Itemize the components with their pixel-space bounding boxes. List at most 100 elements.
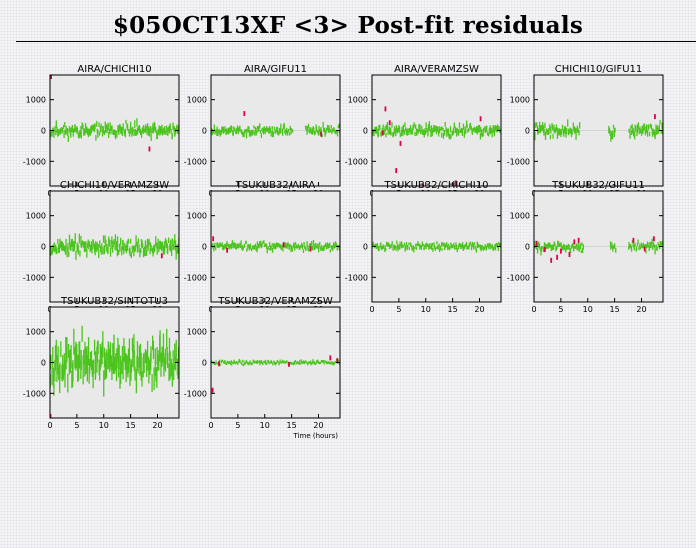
good-point (468, 242, 471, 247)
good-point (173, 240, 175, 250)
good-point (239, 125, 241, 130)
good-point (432, 127, 434, 134)
good-point (321, 133, 323, 138)
good-point (305, 360, 307, 363)
good-point (139, 249, 141, 258)
good-point (629, 244, 631, 249)
good-point (70, 345, 72, 369)
good-point (234, 360, 236, 364)
good-point (265, 128, 267, 133)
good-point (219, 363, 222, 366)
good-point (154, 348, 156, 377)
good-point (538, 241, 540, 248)
good-point (568, 129, 570, 135)
good-point (334, 361, 336, 364)
good-point (456, 131, 458, 137)
good-point (231, 242, 233, 249)
good-point (51, 130, 53, 137)
good-point (433, 242, 435, 247)
good-point (266, 247, 268, 254)
good-point (467, 128, 469, 133)
good-point (244, 362, 246, 366)
good-point (541, 246, 543, 252)
good-point (140, 130, 143, 138)
good-point (104, 360, 107, 380)
good-point (287, 130, 289, 136)
good-point (297, 243, 300, 247)
good-point (60, 128, 62, 135)
good-point (161, 241, 164, 249)
good-point (63, 129, 65, 139)
good-point (233, 359, 235, 362)
good-point (464, 243, 467, 248)
good-point (159, 330, 161, 360)
good-point (658, 243, 660, 248)
good-point (648, 245, 650, 252)
good-point (659, 241, 661, 247)
good-point (238, 360, 240, 363)
good-point (109, 342, 112, 367)
good-point (383, 129, 385, 135)
good-point (424, 243, 427, 247)
good-point (315, 245, 318, 249)
good-point (259, 363, 261, 366)
good-point (84, 341, 86, 363)
good-point (146, 126, 148, 135)
good-point (112, 346, 115, 375)
good-point (573, 246, 575, 252)
good-point (113, 238, 115, 245)
good-point (387, 128, 389, 135)
good-point (295, 362, 298, 365)
good-point (275, 362, 278, 365)
good-point (425, 244, 427, 249)
y-tick-label: 0 (202, 127, 207, 136)
good-point (133, 129, 135, 136)
good-point (252, 129, 254, 135)
good-point (303, 361, 305, 364)
good-point (549, 244, 551, 248)
good-point (423, 245, 426, 250)
good-point (639, 246, 641, 250)
good-point (65, 238, 67, 249)
good-point (297, 245, 299, 248)
good-point (393, 244, 395, 249)
good-point (576, 244, 578, 250)
good-point (639, 128, 642, 134)
good-point (423, 247, 425, 251)
good-point (136, 242, 139, 253)
flagged-point (479, 116, 482, 122)
y-tick-label: 1000 (510, 212, 530, 221)
good-point (114, 234, 117, 242)
good-point (230, 360, 233, 364)
good-point (225, 244, 228, 250)
good-point (495, 125, 498, 133)
good-point (264, 243, 266, 247)
good-point (488, 127, 491, 134)
good-point (451, 244, 453, 249)
good-point (455, 242, 457, 248)
good-point (91, 360, 93, 377)
good-point (399, 241, 401, 246)
good-point (102, 235, 105, 243)
good-point (172, 122, 174, 130)
good-point (290, 128, 292, 135)
good-point (275, 129, 277, 134)
y-tick-label: 1000 (510, 96, 530, 105)
good-point (654, 248, 656, 255)
x-tick-label: 20 (313, 421, 323, 430)
x-tick-label: 15 (287, 421, 297, 430)
good-point (434, 247, 436, 251)
good-point (149, 242, 152, 251)
good-point (247, 126, 249, 133)
y-tick-label: 0 (363, 127, 368, 136)
good-point (152, 335, 154, 351)
good-point (139, 127, 141, 132)
good-point (279, 359, 281, 363)
good-point (119, 123, 121, 132)
good-point (435, 246, 437, 250)
good-point (312, 359, 314, 362)
good-point (652, 245, 654, 251)
good-point (444, 122, 446, 127)
good-point (335, 242, 337, 247)
good-point (433, 124, 435, 133)
